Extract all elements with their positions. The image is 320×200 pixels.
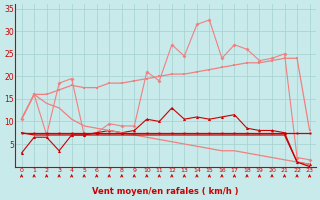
X-axis label: Vent moyen/en rafales ( km/h ): Vent moyen/en rafales ( km/h ) [92,187,239,196]
